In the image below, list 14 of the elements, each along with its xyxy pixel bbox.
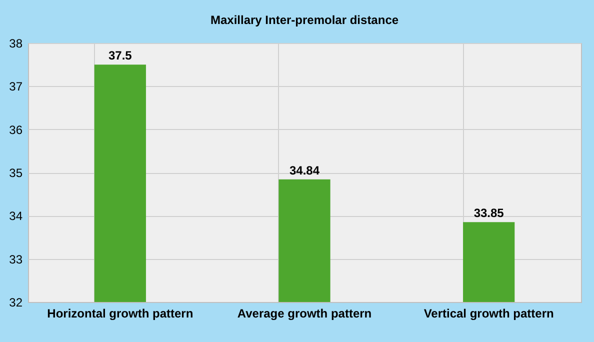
y-tick-label: 37 bbox=[9, 80, 23, 94]
data-label: 37.5 bbox=[108, 48, 132, 63]
data-label: 34.84 bbox=[289, 163, 320, 178]
y-tick-label: 32 bbox=[9, 296, 23, 310]
x-tick-label: Horizontal growth pattern bbox=[47, 306, 194, 320]
y-tick-label: 34 bbox=[9, 209, 23, 224]
y-tick-label: 35 bbox=[9, 166, 23, 180]
chart-title: Maxillary Inter-premolar distance bbox=[210, 13, 399, 27]
y-tick-label: 36 bbox=[9, 122, 23, 137]
x-tick-label: Vertical growth pattern bbox=[424, 306, 554, 320]
y-tick-label: 38 bbox=[9, 36, 23, 50]
data-label: 33.85 bbox=[474, 206, 504, 220]
x-tick-label: Average growth pattern bbox=[237, 306, 372, 320]
y-tick-label: 33 bbox=[9, 252, 23, 266]
